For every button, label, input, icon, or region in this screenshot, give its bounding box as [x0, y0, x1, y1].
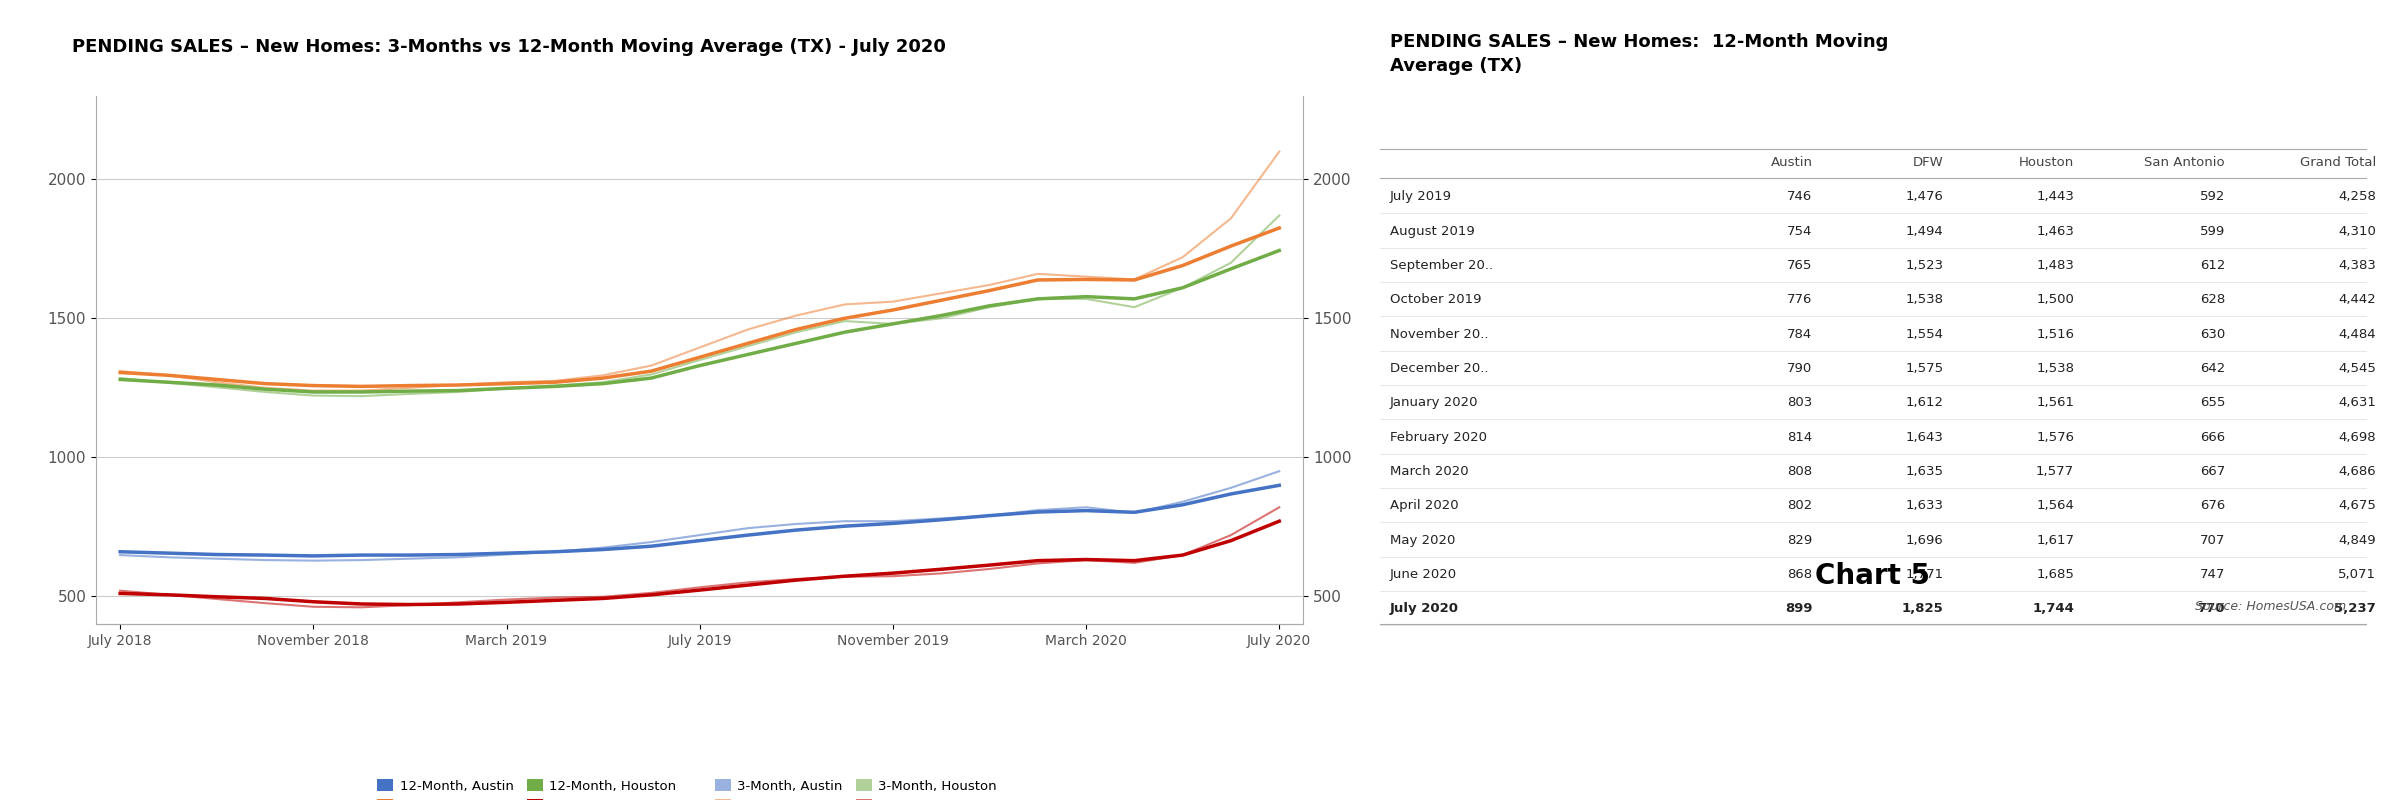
Text: 666: 666 [2201, 430, 2225, 443]
Text: 1,696: 1,696 [1906, 534, 1944, 546]
Text: 1,633: 1,633 [1906, 499, 1944, 512]
Text: 790: 790 [1788, 362, 1812, 375]
Text: Source: HomesUSA.com: Source: HomesUSA.com [2194, 601, 2345, 614]
Text: 707: 707 [2201, 534, 2225, 546]
Text: December 20..: December 20.. [1390, 362, 1488, 375]
Text: 4,631: 4,631 [2338, 396, 2376, 410]
Text: PENDING SALES – New Homes: 3-Months vs 12-Month Moving Average (TX) - July 2020: PENDING SALES – New Homes: 3-Months vs 1… [72, 38, 946, 56]
Text: 1,516: 1,516 [2035, 328, 2074, 341]
Text: 747: 747 [2201, 568, 2225, 581]
Text: 1,523: 1,523 [1906, 259, 1944, 272]
Text: February 2020: February 2020 [1390, 430, 1488, 443]
Text: 1,825: 1,825 [1901, 602, 1944, 615]
Text: 1,685: 1,685 [2035, 568, 2074, 581]
Text: 802: 802 [1788, 499, 1812, 512]
Text: 1,554: 1,554 [1906, 328, 1944, 341]
Text: 1,494: 1,494 [1906, 225, 1944, 238]
Text: 1,635: 1,635 [1906, 465, 1944, 478]
Text: April 2020: April 2020 [1390, 499, 1459, 512]
Text: 1,561: 1,561 [2035, 396, 2074, 410]
Legend: 12-Month, Austin, 12-Month, DFW, 12-Month, Houston, 12-Month, San Antonio, 3-Mon: 12-Month, Austin, 12-Month, DFW, 12-Mont… [372, 774, 1027, 800]
Text: PENDING SALES – New Homes:  12-Month Moving
Average (TX): PENDING SALES – New Homes: 12-Month Movi… [1390, 34, 1889, 75]
Text: 776: 776 [1788, 294, 1812, 306]
Text: 1,576: 1,576 [2035, 430, 2074, 443]
Text: 630: 630 [2201, 328, 2225, 341]
Text: November 20..: November 20.. [1390, 328, 1488, 341]
Text: 628: 628 [2201, 294, 2225, 306]
Text: 1,744: 1,744 [2033, 602, 2074, 615]
Text: 1,443: 1,443 [2035, 190, 2074, 203]
Text: DFW: DFW [1913, 155, 1944, 169]
Text: 784: 784 [1788, 328, 1812, 341]
Text: 1,538: 1,538 [1906, 294, 1944, 306]
Text: 1,538: 1,538 [2035, 362, 2074, 375]
Text: 1,612: 1,612 [1906, 396, 1944, 410]
Text: 592: 592 [2201, 190, 2225, 203]
Text: 829: 829 [1788, 534, 1812, 546]
Text: 4,484: 4,484 [2338, 328, 2376, 341]
Text: 746: 746 [1788, 190, 1812, 203]
Text: 1,643: 1,643 [1906, 430, 1944, 443]
Text: September 20..: September 20.. [1390, 259, 1493, 272]
Text: Grand Total: Grand Total [2299, 155, 2376, 169]
Text: 765: 765 [1788, 259, 1812, 272]
Text: 1,463: 1,463 [2035, 225, 2074, 238]
Text: 1,617: 1,617 [2035, 534, 2074, 546]
Text: August 2019: August 2019 [1390, 225, 1474, 238]
Text: 4,545: 4,545 [2338, 362, 2376, 375]
Text: Chart 5: Chart 5 [1814, 562, 1930, 590]
Text: 5,071: 5,071 [2338, 568, 2376, 581]
Text: 868: 868 [1788, 568, 1812, 581]
Text: 4,310: 4,310 [2338, 225, 2376, 238]
Text: 655: 655 [2201, 396, 2225, 410]
Text: June 2020: June 2020 [1390, 568, 1457, 581]
Text: 814: 814 [1788, 430, 1812, 443]
Text: 1,575: 1,575 [1906, 362, 1944, 375]
Text: 808: 808 [1788, 465, 1812, 478]
Text: 667: 667 [2201, 465, 2225, 478]
Text: 1,771: 1,771 [1906, 568, 1944, 581]
Text: Houston: Houston [2018, 155, 2074, 169]
Text: 1,476: 1,476 [1906, 190, 1944, 203]
Text: 4,442: 4,442 [2338, 294, 2376, 306]
Text: October 2019: October 2019 [1390, 294, 1481, 306]
Text: 599: 599 [2201, 225, 2225, 238]
Text: 1,500: 1,500 [2035, 294, 2074, 306]
Text: January 2020: January 2020 [1390, 396, 1478, 410]
Text: July 2020: July 2020 [1390, 602, 1459, 615]
Text: 1,577: 1,577 [2035, 465, 2074, 478]
Text: 5,237: 5,237 [2335, 602, 2376, 615]
Text: 754: 754 [1788, 225, 1812, 238]
Text: 676: 676 [2201, 499, 2225, 512]
Text: 4,698: 4,698 [2338, 430, 2376, 443]
Text: July 2019: July 2019 [1390, 190, 1452, 203]
Text: 4,675: 4,675 [2338, 499, 2376, 512]
Text: 642: 642 [2201, 362, 2225, 375]
Text: 1,483: 1,483 [2035, 259, 2074, 272]
Text: March 2020: March 2020 [1390, 465, 1469, 478]
Text: 4,258: 4,258 [2338, 190, 2376, 203]
Text: 803: 803 [1788, 396, 1812, 410]
Text: 4,849: 4,849 [2338, 534, 2376, 546]
Text: San Antonio: San Antonio [2146, 155, 2225, 169]
Text: 770: 770 [2198, 602, 2225, 615]
Text: Austin: Austin [1771, 155, 1812, 169]
Text: 899: 899 [1786, 602, 1812, 615]
Text: 1,564: 1,564 [2035, 499, 2074, 512]
Text: 4,383: 4,383 [2338, 259, 2376, 272]
Text: May 2020: May 2020 [1390, 534, 1454, 546]
Text: 4,686: 4,686 [2338, 465, 2376, 478]
Text: 612: 612 [2201, 259, 2225, 272]
